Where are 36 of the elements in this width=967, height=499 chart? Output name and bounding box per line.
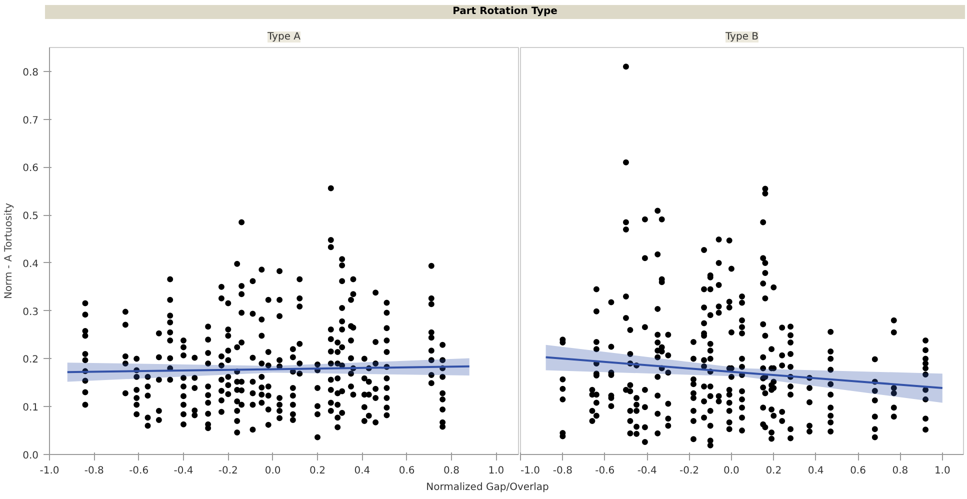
- y-tick-label: 0.7: [22, 115, 39, 126]
- y-tick-label: 0.4: [22, 258, 39, 270]
- x-tick-label: -0.6: [129, 466, 149, 476]
- x-tick-label: 0.6: [850, 466, 866, 476]
- x-tick-label: -0.2: [218, 466, 238, 476]
- x-tick-label: 0.2: [310, 466, 326, 476]
- x-tick-label: -0.8: [552, 466, 572, 476]
- x-tick-label: -0.4: [637, 466, 657, 476]
- chart-title: Type B: [724, 32, 759, 42]
- text: Part Rotation Type: [452, 5, 558, 19]
- y-tick-label: 0.0: [22, 450, 39, 462]
- chart-title: Type A: [266, 32, 301, 42]
- x-tick-label: -0.2: [680, 466, 700, 476]
- y-tick-label: 0.8: [22, 67, 39, 78]
- x-tick-label: -0.4: [174, 466, 194, 476]
- x-tick-label: 0.8: [444, 466, 460, 476]
- y-axis-title: Norm - A Tortuosity: [4, 202, 15, 300]
- x-axis-title: Normalized Gap/Overlap: [426, 481, 549, 495]
- y-tick-label: 0.2: [22, 354, 39, 366]
- y-tick-label: 0.1: [22, 402, 39, 414]
- x-tick-label: 1.0: [934, 466, 950, 476]
- x-tick-label: -0.6: [595, 466, 615, 476]
- x-tick-label: 0.6: [398, 466, 415, 476]
- x-tick-label: 0.4: [808, 466, 824, 476]
- x-tick-label: -1.0: [520, 466, 540, 476]
- x-tick-label: 0.2: [766, 466, 782, 476]
- x-tick-label: 0.8: [892, 466, 908, 476]
- y-tick-label: 0.3: [22, 306, 39, 318]
- y-tick-label: 0.6: [22, 163, 39, 174]
- x-tick-label: 0.0: [264, 466, 281, 476]
- x-tick-label: 1.0: [488, 466, 504, 476]
- x-tick-label: 0.0: [724, 466, 740, 476]
- x-tick-label: -1.0: [40, 466, 60, 476]
- x-tick-label: -0.8: [84, 466, 104, 476]
- y-tick-label: 0.5: [22, 211, 39, 222]
- x-tick-label: 0.4: [354, 466, 370, 476]
